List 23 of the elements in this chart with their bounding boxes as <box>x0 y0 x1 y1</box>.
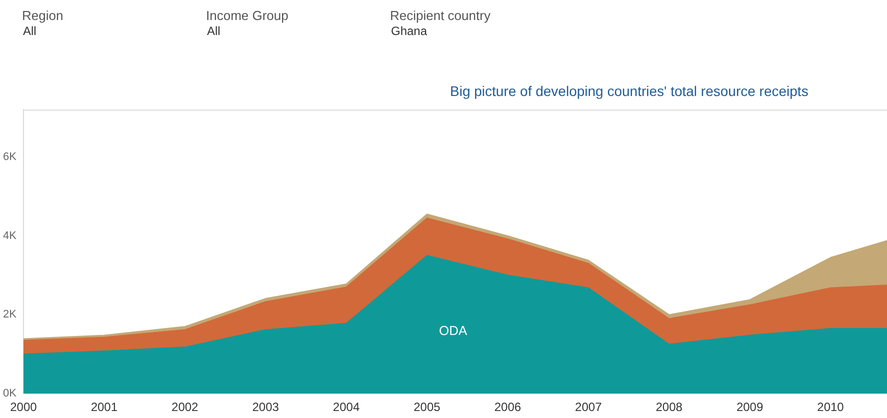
x-tick-label: 2006 <box>494 400 522 414</box>
text: Region <box>22 8 64 23</box>
text: Income Group <box>206 8 288 23</box>
x-tick-label: 2000 <box>10 400 38 414</box>
x-tick-label: 2010 <box>817 400 844 414</box>
y-tick-label: 0K <box>2 388 18 400</box>
text: Ghana <box>391 24 428 38</box>
x-tick-label: 2003 <box>252 400 280 414</box>
x-tick-label: 2001 <box>90 400 118 414</box>
y-tick-label: 6K <box>2 150 18 163</box>
x-tick-label: 2007 <box>575 400 602 414</box>
series-label: ODA <box>438 323 468 338</box>
text: All <box>207 24 220 38</box>
text: Recipient country <box>390 8 490 23</box>
x-tick-label: 2005 <box>414 400 441 414</box>
chart-title: Big picture of developing countries' total resource receipts <box>450 83 808 99</box>
x-tick-label: 2002 <box>172 400 199 414</box>
x-tick-label: 2008 <box>656 400 683 414</box>
x-tick-label: 2004 <box>332 400 360 414</box>
x-tick-label: 2009 <box>736 400 764 414</box>
text: All <box>23 24 36 38</box>
y-tick-label: 2K <box>2 308 18 321</box>
y-tick-label: 4K <box>2 230 18 242</box>
